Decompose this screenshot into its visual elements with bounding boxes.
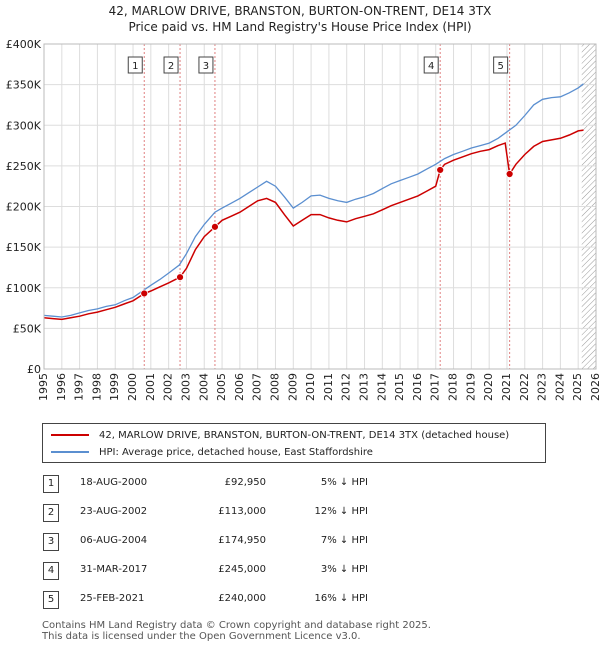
x-tick-label: 2020 xyxy=(482,373,495,401)
table-row: 2 23-AUG-2002 £113,000 12% ↓ HPI xyxy=(0,499,600,527)
table-row: 4 31-MAR-2017 £245,000 3% ↓ HPI xyxy=(0,557,600,585)
row-number-badge: 5 xyxy=(43,591,59,609)
row-date: 31-MAR-2017 xyxy=(80,564,148,575)
sale-point xyxy=(505,170,514,178)
row-date: 06-AUG-2004 xyxy=(80,535,148,546)
y-tick-label: £0 xyxy=(27,363,41,376)
x-tick-label: 2008 xyxy=(268,373,281,401)
x-tick-label: 1999 xyxy=(108,373,121,401)
sale-point xyxy=(140,289,149,298)
legend-item-price: 42, MARLOW DRIVE, BRANSTON, BURTON-ON-TR… xyxy=(51,427,509,443)
row-hpi-diff: 3% ↓ HPI xyxy=(320,564,368,575)
y-tick-label: £150K xyxy=(6,241,42,254)
sale-marker-box xyxy=(198,56,214,74)
legend-label-hpi: HPI: Average price, detached house, East… xyxy=(99,446,373,458)
sale-marker-box xyxy=(163,56,179,74)
sale-marker-number: 2 xyxy=(168,61,174,72)
sale-marker-box xyxy=(493,56,509,74)
x-tick-label: 2021 xyxy=(500,373,513,401)
row-price: £92,950 xyxy=(224,477,266,488)
x-tick-label: 2017 xyxy=(429,373,442,401)
row-date: 18-AUG-2000 xyxy=(80,477,148,488)
price-legend-swatch xyxy=(51,434,89,436)
sale-point xyxy=(436,166,445,174)
sale-marker-number: 3 xyxy=(203,61,209,72)
x-tick-label: 2010 xyxy=(304,373,317,401)
y-tick-label: £350K xyxy=(6,79,42,92)
x-tick-label: 2003 xyxy=(179,373,192,401)
y-tick-label: £250K xyxy=(6,160,42,173)
x-tick-label: 2024 xyxy=(553,373,566,401)
row-hpi-diff: 5% ↓ HPI xyxy=(320,477,368,488)
chart-subtitle: Price paid vs. HM Land Registry's House … xyxy=(128,20,472,34)
row-price: £245,000 xyxy=(218,564,266,575)
plot-border xyxy=(43,43,597,370)
hpi-series-line xyxy=(43,83,584,318)
y-tick-label: £200K xyxy=(6,201,42,214)
x-tick-label: 2016 xyxy=(411,373,424,401)
x-tick-label: 2012 xyxy=(340,373,353,401)
sale-marker-box xyxy=(423,56,439,74)
x-tick-label: 2005 xyxy=(215,373,228,401)
sale-point xyxy=(176,273,184,282)
x-tick-label: 2004 xyxy=(197,373,210,401)
row-price: £240,000 xyxy=(218,593,266,604)
sale-marker-number: 1 xyxy=(132,61,138,72)
row-number-badge: 1 xyxy=(43,475,59,493)
y-tick-label: £400K xyxy=(6,38,42,51)
x-tick-label: 2007 xyxy=(251,373,264,401)
price-chart: £0 £50K £100K £150K £200K £250K £300K £350K £400… xyxy=(6,38,600,401)
row-price: £113,000 xyxy=(218,506,266,517)
sale-point xyxy=(211,222,219,231)
row-hpi-diff: 12% ↓ HPI xyxy=(314,506,368,517)
x-tick-label: 2013 xyxy=(358,373,371,401)
legend: 42, MARLOW DRIVE, BRANSTON, BURTON-ON-TR… xyxy=(42,423,546,463)
footer-license: This data is licensed under the Open Gov… xyxy=(42,631,361,642)
x-tick-label: 1995 xyxy=(37,373,50,401)
table-row: 1 18-AUG-2000 £92,950 5% ↓ HPI xyxy=(0,470,600,498)
row-number-badge: 3 xyxy=(43,533,59,551)
row-number-badge: 4 xyxy=(43,562,59,580)
x-tick-label: 2025 xyxy=(571,373,584,401)
x-tick-label: 2026 xyxy=(589,373,600,401)
x-tick-label: 2006 xyxy=(233,373,246,401)
x-tick-label: 2022 xyxy=(518,373,531,401)
x-tick-label: 2015 xyxy=(393,373,406,401)
table-row: 5 25-FEB-2021 £240,000 16% ↓ HPI xyxy=(0,586,600,614)
row-number-badge: 2 xyxy=(43,504,59,522)
sale-marker-number: 4 xyxy=(428,61,434,72)
y-tick-label: £300K xyxy=(6,119,42,132)
row-hpi-diff: 7% ↓ HPI xyxy=(320,535,368,546)
x-tick-label: 2009 xyxy=(286,373,299,401)
y-tick-label: £50K xyxy=(13,322,42,335)
x-tick-label: 2018 xyxy=(447,373,460,401)
footer-copyright: Contains HM Land Registry data © Crown c… xyxy=(42,620,431,631)
x-tick-label: 2002 xyxy=(162,373,175,401)
x-tick-label: 2023 xyxy=(536,373,549,401)
footer: Contains HM Land Registry data © Crown c… xyxy=(42,620,431,642)
legend-label-price: 42, MARLOW DRIVE, BRANSTON, BURTON-ON-TR… xyxy=(99,429,510,441)
row-date: 25-FEB-2021 xyxy=(80,593,145,604)
sale-marker-box xyxy=(127,56,143,74)
row-price: £174,950 xyxy=(218,535,266,546)
row-date: 23-AUG-2002 xyxy=(80,506,148,517)
row-hpi-diff: 16% ↓ HPI xyxy=(314,593,368,604)
x-tick-label: 2011 xyxy=(322,373,335,401)
x-tick-label: 2019 xyxy=(464,373,477,401)
x-tick-label: 1998 xyxy=(90,373,103,401)
hpi-legend-swatch xyxy=(51,451,89,453)
sale-marker-number: 5 xyxy=(497,61,503,72)
price-series-line xyxy=(43,129,584,321)
legend-item-hpi: HPI: Average price, detached house, East… xyxy=(51,444,373,460)
x-tick-label: 2000 xyxy=(126,373,139,401)
chart-title: 42, MARLOW DRIVE, BRANSTON, BURTON-ON-TR… xyxy=(108,4,492,18)
y-tick-label: £100K xyxy=(6,282,42,295)
table-row: 3 06-AUG-2004 £174,950 7% ↓ HPI xyxy=(0,528,600,556)
x-tick-label: 2014 xyxy=(375,373,388,401)
x-tick-label: 1997 xyxy=(73,373,86,401)
x-tick-label: 2001 xyxy=(144,373,157,401)
x-tick-label: 1996 xyxy=(55,373,68,401)
